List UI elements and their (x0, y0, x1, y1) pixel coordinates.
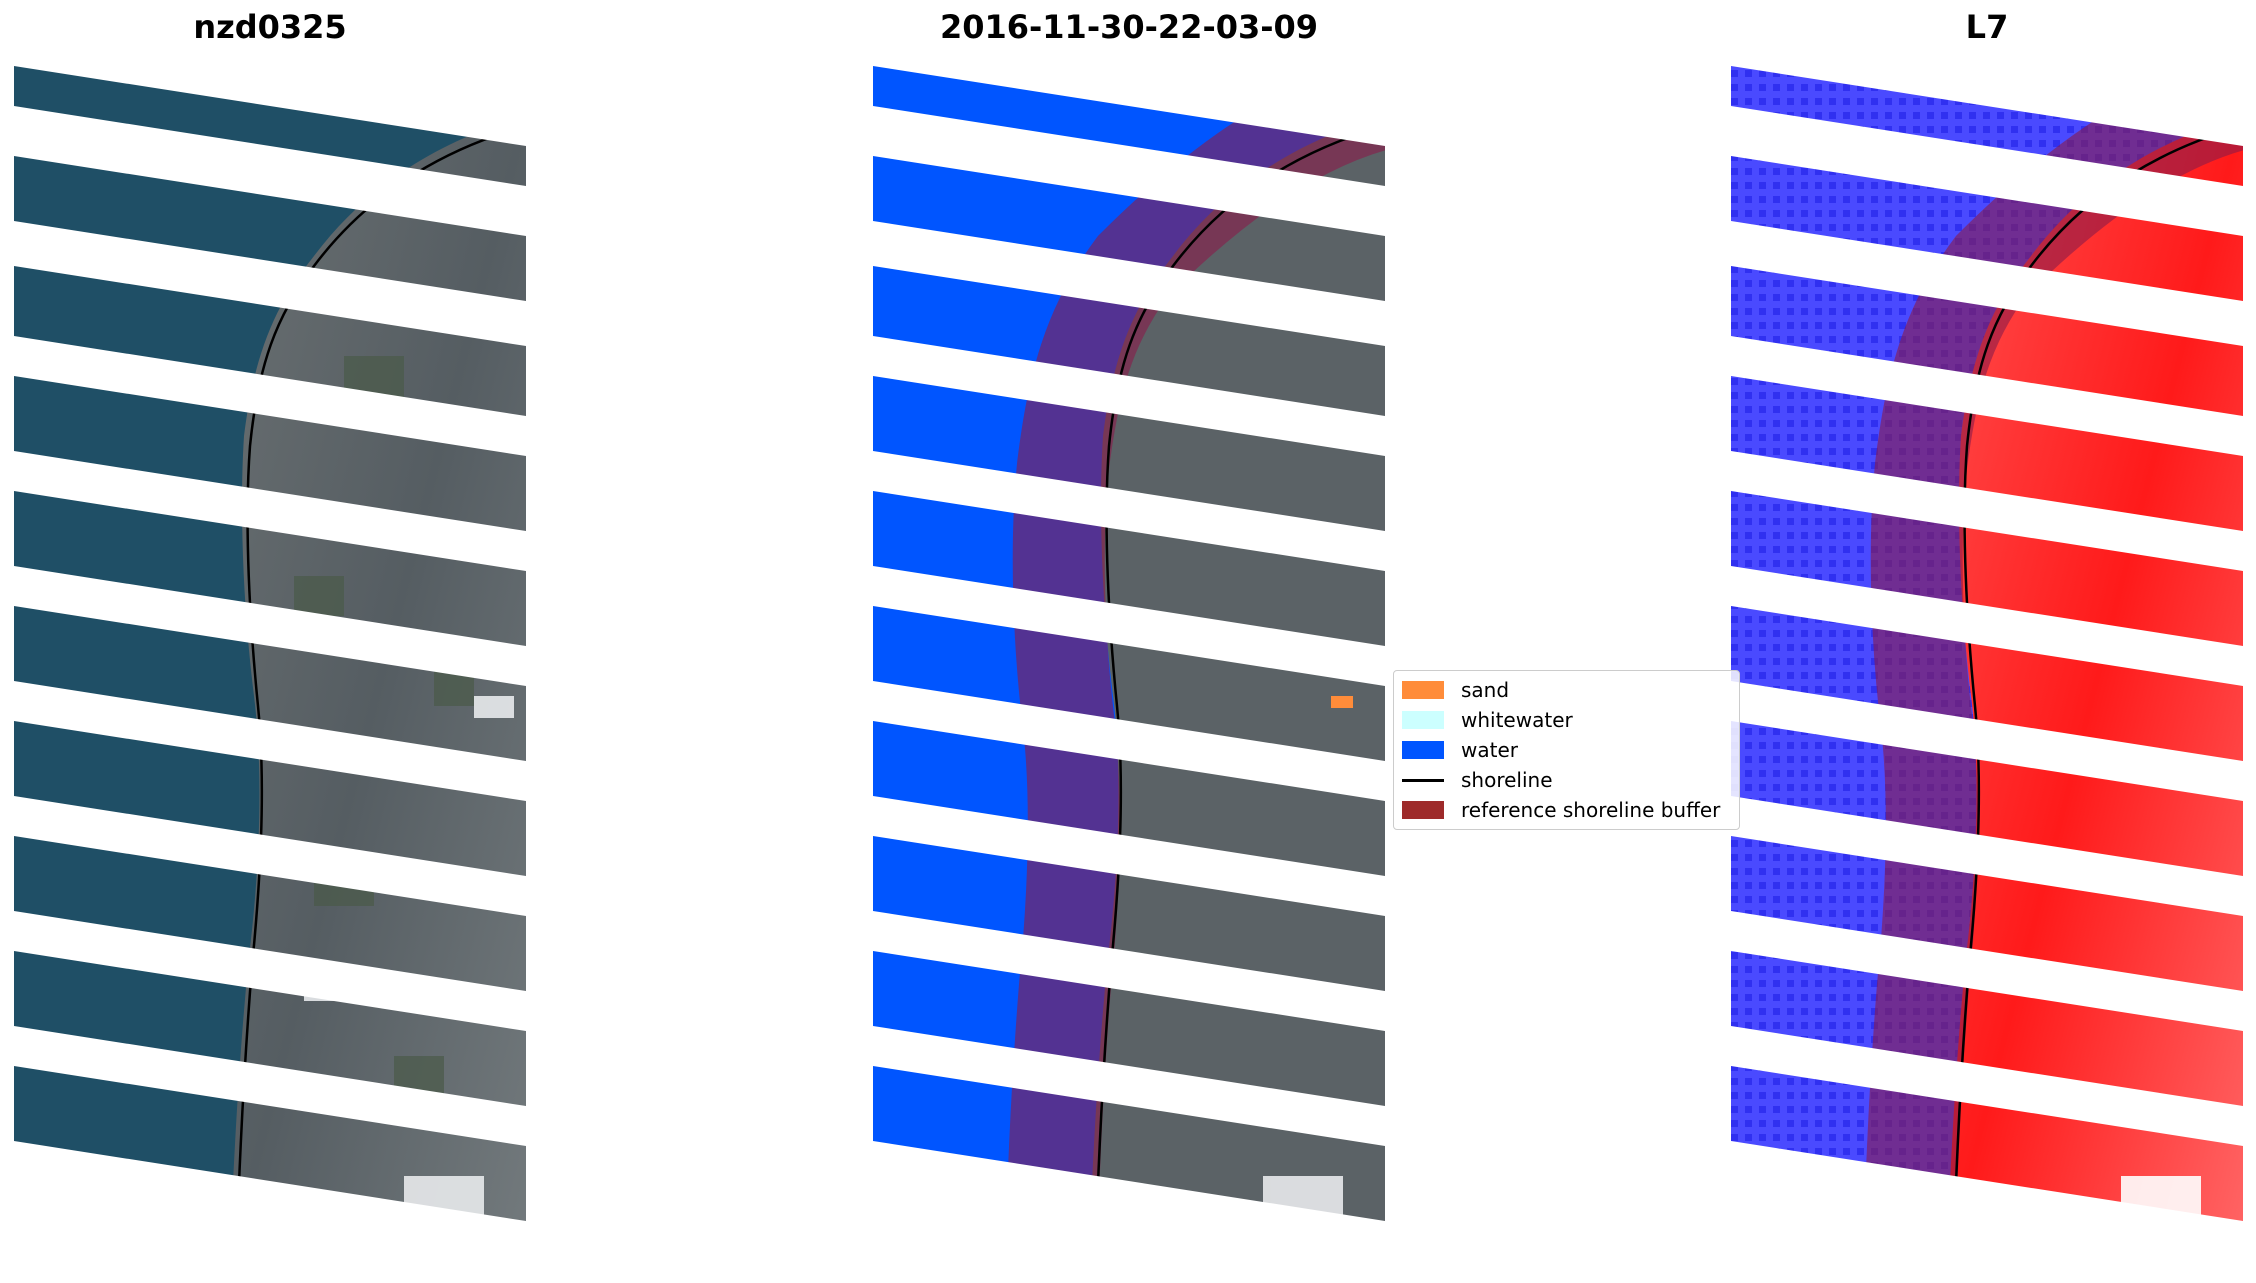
legend: sand whitewater water shoreline referenc… (1393, 670, 1740, 830)
middle-panel-title: 2016-11-30-22-03-09 (939, 8, 1319, 46)
legend-item-reference-buffer: reference shoreline buffer (1402, 797, 1720, 823)
shoreline (234, 124, 526, 1268)
scan-line-gaps (873, 56, 1385, 1268)
classified-image-panel (873, 56, 1385, 1268)
legend-label: water (1461, 738, 1518, 762)
shoreline-swatch (1402, 778, 1444, 782)
scan-line-gaps (1731, 56, 2243, 1268)
index-image (1731, 56, 2243, 1268)
shoreline (1951, 124, 2243, 1268)
legend-label: sand (1461, 678, 1510, 702)
rgb-image (14, 56, 526, 1268)
legend-item-shoreline: shoreline (1402, 767, 1553, 793)
rgb-image-panel (14, 56, 526, 1268)
legend-label: reference shoreline buffer (1461, 798, 1721, 822)
right-panel-title: L7 (1965, 8, 2009, 46)
index-image-panel (1731, 56, 2243, 1268)
scan-line-gaps (14, 56, 526, 1268)
legend-item-sand: sand (1402, 677, 1509, 703)
sand-class-patch (1331, 696, 1353, 708)
sand-swatch (1402, 681, 1444, 699)
classified-image (873, 56, 1385, 1268)
buffer-swatch (1402, 801, 1444, 819)
water-swatch (1402, 741, 1444, 759)
left-panel-title: nzd0325 (193, 8, 347, 46)
shoreline (1093, 124, 1385, 1268)
legend-label: whitewater (1461, 708, 1573, 732)
legend-label: shoreline (1461, 768, 1553, 792)
whitewater-swatch (1402, 711, 1444, 729)
legend-item-water: water (1402, 737, 1518, 763)
legend-item-whitewater: whitewater (1402, 707, 1573, 733)
